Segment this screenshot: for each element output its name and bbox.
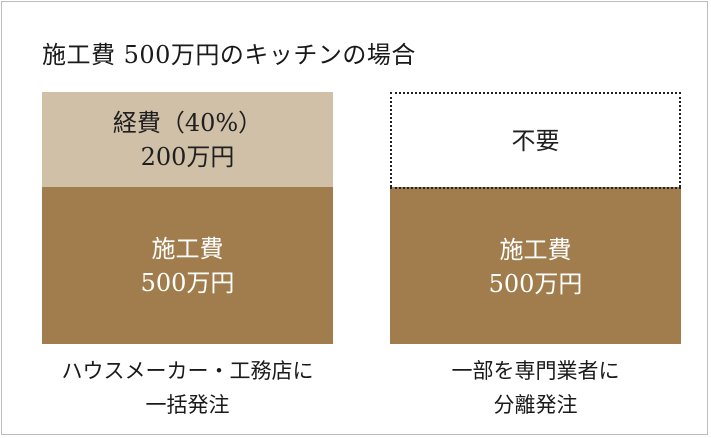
left-caption-line1: ハウスメーカー・工務店に [61, 359, 314, 383]
construction-cost-amount-right: 500万円 [488, 269, 583, 298]
construction-cost-box-right: 施工費 500万円 [390, 187, 681, 344]
expense-amount: 200万円 [140, 142, 235, 171]
construction-cost-amount-left: 500万円 [140, 268, 235, 297]
diagram-title: 施工費 500万円のキッチンの場合 [42, 41, 416, 69]
left-caption-line2: 一括発注 [145, 393, 230, 417]
right-caption: 一部を専門業者に 分離発注 [390, 354, 681, 422]
left-caption: ハウスメーカー・工務店に 一括発注 [42, 354, 333, 422]
right-caption-line2: 分離発注 [493, 393, 578, 417]
left-column: 経費（40%） 200万円 施工費 500万円 ハウスメーカー・工務店に 一括発… [42, 92, 333, 422]
right-column: 不要 施工費 500万円 一部を専門業者に 分離発注 [390, 92, 681, 422]
unneeded-label: 不要 [511, 126, 560, 155]
expense-label: 経費（40%） [112, 108, 263, 137]
expense-box: 経費（40%） 200万円 [42, 92, 333, 187]
construction-cost-label-left: 施工費 [151, 234, 224, 263]
construction-cost-label-right: 施工費 [499, 235, 572, 264]
right-caption-line1: 一部を専門業者に [451, 359, 620, 383]
construction-cost-box-left: 施工費 500万円 [42, 187, 333, 344]
unneeded-box: 不要 [390, 92, 681, 187]
